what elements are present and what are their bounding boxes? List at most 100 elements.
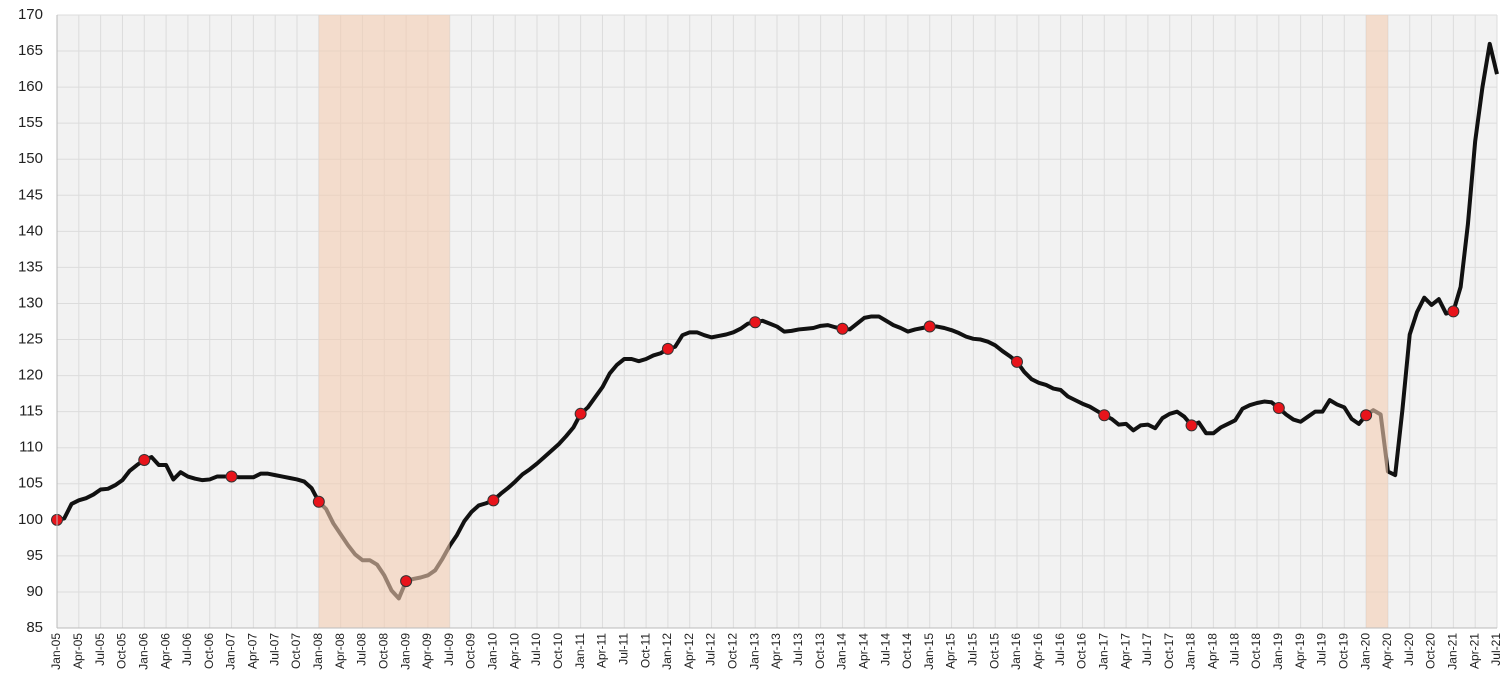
marker [1447, 305, 1460, 318]
marker [1011, 355, 1023, 368]
y-tick-label: 130 [18, 294, 43, 311]
shaded-range [318, 15, 450, 628]
x-tick-label: Jan-20 [1358, 633, 1372, 670]
x-tick-label: Apr-18 [1206, 633, 1220, 669]
marker [1360, 409, 1373, 422]
x-tick-label: Oct-09 [464, 633, 478, 669]
x-tick-label: Oct-05 [115, 633, 129, 669]
x-tick-label: Jul-21 [1489, 633, 1503, 666]
x-tick-label: Jul-08 [355, 633, 369, 666]
x-tick-label: Oct-06 [202, 633, 216, 669]
x-tick-label: Apr-08 [333, 633, 347, 669]
x-tick-label: Oct-16 [1075, 633, 1089, 669]
x-tick-label: Oct-15 [987, 633, 1001, 669]
x-tick-label: Jul-10 [529, 633, 543, 666]
x-tick-label: Oct-13 [813, 633, 827, 669]
x-tick-label: Jan-15 [922, 633, 936, 670]
x-tick-label: Jul-09 [442, 633, 456, 666]
x-tick-label: Jan-09 [398, 633, 412, 670]
x-tick-label: Jul-17 [1140, 633, 1154, 666]
x-tick-label: Jan-08 [311, 633, 325, 670]
y-tick-label: 90 [26, 583, 43, 600]
marker [574, 407, 587, 420]
x-tick-label: Oct-10 [551, 633, 565, 669]
x-tick-label: Jul-12 [704, 633, 718, 666]
x-tick-label: Apr-21 [1467, 633, 1481, 669]
marker [1098, 409, 1111, 422]
x-tick-label: Jul-11 [616, 633, 630, 665]
x-tick-label: Jan-21 [1446, 633, 1460, 670]
marker [661, 342, 674, 355]
x-tick-label: Oct-07 [289, 633, 303, 669]
y-tick-label: 105 [18, 475, 43, 492]
marker [1272, 402, 1285, 415]
x-tick-label: Jul-07 [267, 633, 281, 666]
x-tick-label: Apr-06 [158, 633, 172, 669]
x-tick-label: Apr-11 [595, 633, 609, 668]
y-tick-label: 140 [18, 222, 43, 239]
x-tick-label: Jan-10 [486, 633, 500, 670]
x-tick-label: Jul-15 [966, 633, 980, 666]
x-tick-label: Oct-12 [726, 633, 740, 669]
x-tick-label: Jul-18 [1227, 633, 1241, 666]
x-tick-label: Jul-16 [1053, 633, 1067, 666]
x-tick-label: Apr-14 [856, 633, 870, 669]
x-tick-label: Apr-13 [769, 633, 783, 669]
marker [1185, 419, 1198, 432]
x-tick-label: Apr-12 [682, 633, 696, 669]
shaded-range [1366, 15, 1388, 628]
y-tick-label: 135 [18, 258, 43, 275]
marker [749, 316, 762, 329]
x-tick-label: Oct-14 [900, 633, 914, 669]
x-tick-label: Apr-15 [944, 633, 958, 669]
x-tick-label: Jan-13 [747, 633, 761, 670]
y-tick-label: 100 [18, 511, 43, 528]
x-tick-label: Apr-05 [71, 633, 85, 669]
y-tick-label: 85 [26, 619, 43, 636]
x-tick-label: Jan-07 [224, 633, 238, 670]
x-tick-label: Jul-19 [1315, 633, 1329, 666]
y-tick-label: 120 [18, 367, 43, 384]
x-tick-label: Apr-07 [246, 633, 260, 669]
x-tick-label: Apr-09 [420, 633, 434, 669]
x-tick-label: Jan-12 [660, 633, 674, 670]
marker [400, 575, 413, 588]
marker [138, 453, 151, 466]
x-tick-label: Oct-18 [1249, 633, 1263, 669]
x-tick-label: Jan-06 [136, 633, 150, 670]
x-tick-label: Jan-14 [835, 633, 849, 670]
x-tick-label: Apr-20 [1380, 633, 1394, 669]
marker [836, 322, 849, 335]
line [56, 41, 1499, 601]
x-tick-label: Jan-17 [1096, 633, 1110, 670]
y-tick-label: 95 [26, 547, 43, 564]
x-tick-label: Jan-16 [1009, 633, 1023, 670]
y-tick-label: 125 [18, 330, 43, 347]
x-tick-label: Jul-13 [791, 633, 805, 666]
x-tick-label: Apr-16 [1031, 633, 1045, 669]
y-tick-label: 115 [19, 403, 43, 420]
y-tick-label: 165 [18, 42, 43, 59]
marker [923, 320, 936, 333]
x-tick-label: Oct-19 [1336, 633, 1350, 669]
x-tick-label: Apr-10 [507, 633, 521, 669]
x-tick-label: Oct-08 [376, 633, 390, 669]
x-tick-label: Apr-19 [1293, 633, 1307, 669]
marker [487, 494, 500, 507]
x-tick-label: Jan-05 [49, 633, 63, 670]
x-tick-label: Oct-17 [1162, 633, 1176, 669]
x-tick-label: Jul-05 [93, 633, 107, 666]
x-tick-label: Jan-11 [573, 633, 587, 669]
x-tick-label: Jul-06 [180, 633, 194, 666]
y-tick-label: 155 [18, 114, 43, 131]
x-tick-label: Jul-20 [1402, 633, 1416, 666]
marker [225, 470, 238, 483]
x-tick-label: Jul-14 [878, 633, 892, 666]
y-tick-label: 170 [18, 6, 43, 23]
x-tick-label: Apr-17 [1118, 633, 1132, 669]
x-tick-label: Oct-20 [1424, 633, 1438, 669]
x-tick-label: Jan-19 [1271, 633, 1285, 670]
y-tick-label: 160 [18, 78, 43, 95]
y-tick-label: 145 [18, 186, 43, 203]
